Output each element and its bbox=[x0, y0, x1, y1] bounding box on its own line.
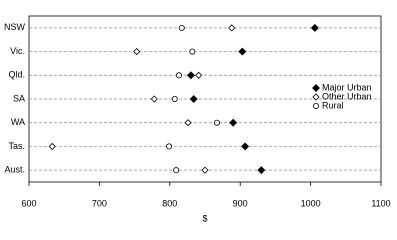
dot-marker bbox=[184, 119, 192, 127]
legend-marker bbox=[312, 103, 319, 110]
y-tick-label: NSW bbox=[4, 22, 26, 32]
dot-marker bbox=[189, 48, 196, 55]
dot-marker bbox=[150, 95, 158, 103]
y-tick-label: SA bbox=[13, 93, 25, 103]
x-tick-label: 1100 bbox=[371, 198, 390, 208]
dot-marker bbox=[229, 118, 238, 127]
dot-marker bbox=[238, 47, 247, 56]
legend-label: Rural bbox=[322, 100, 344, 110]
legend-marker bbox=[312, 93, 320, 101]
dot-marker bbox=[48, 142, 56, 150]
dot-marker bbox=[171, 96, 178, 103]
y-tick-label: Aust. bbox=[4, 165, 25, 175]
y-tick-label: Vic. bbox=[10, 46, 25, 56]
dot-marker bbox=[173, 167, 180, 174]
dot-marker bbox=[213, 119, 220, 126]
legend-marker bbox=[312, 84, 320, 92]
legend-label: Major Urban bbox=[322, 82, 372, 92]
dot-marker bbox=[228, 24, 236, 32]
y-tick-label: Tas. bbox=[8, 141, 25, 151]
x-tick-label: 700 bbox=[92, 198, 107, 208]
x-axis-label: $ bbox=[202, 213, 207, 223]
dot-marker bbox=[310, 23, 319, 32]
x-tick-label: 800 bbox=[162, 198, 177, 208]
x-tick-label: 900 bbox=[233, 198, 248, 208]
dot-marker bbox=[178, 24, 185, 31]
dot-marker bbox=[166, 143, 173, 150]
dot-marker bbox=[133, 48, 141, 56]
chart: $ 600 700 800 900 1000 1100 NSW Vic. Qld. SA WA Tas… bbox=[4, 15, 391, 223]
legend-label: Other Urban bbox=[322, 91, 372, 101]
dot-marker bbox=[195, 71, 203, 79]
dot-marker bbox=[257, 166, 266, 175]
x-tick-label: 600 bbox=[21, 198, 36, 208]
y-tick-label: Qld. bbox=[8, 70, 25, 80]
dot-marker bbox=[241, 142, 250, 151]
dot-marker bbox=[189, 95, 198, 103]
dot-marker bbox=[186, 71, 195, 80]
dot-marker bbox=[175, 72, 182, 79]
y-tick-label: WA bbox=[11, 117, 25, 127]
x-tick-label: 1000 bbox=[301, 198, 321, 208]
dot-marker bbox=[201, 166, 209, 174]
